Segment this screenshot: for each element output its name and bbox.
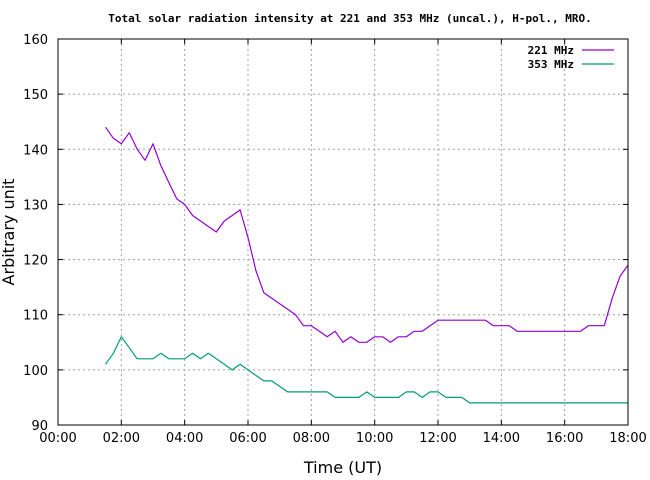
legend-label-221: 221 MHz (528, 44, 574, 57)
y-tick-label: 100 (23, 364, 48, 379)
x-tick-label: 16:00 (546, 431, 583, 446)
x-tick-label: 00:00 (39, 431, 76, 446)
x-tick-label: 02:00 (103, 431, 140, 446)
x-tick-label: 14:00 (483, 431, 520, 446)
series-line-221-mhz (105, 126, 629, 343)
x-tick-label: 12:00 (419, 431, 456, 446)
y-tick-label: 130 (23, 198, 48, 213)
x-tick-label: 18:00 (609, 431, 646, 446)
tick-layer: 00:00 02:00 04:00 06:00 08:00 10:00 12:00 14:00… (23, 33, 647, 446)
series-line-353-mhz (105, 336, 628, 404)
legend-label-353: 353 MHz (528, 58, 574, 71)
y-tick-label: 120 (23, 254, 48, 269)
x-tick-label: 06:00 (229, 431, 266, 446)
y-tick-label: 150 (23, 88, 48, 103)
legend: 221 MHz 353 MHz (528, 44, 614, 71)
x-axis-label: Time (UT) (303, 458, 382, 477)
x-tick-label: 04:00 (166, 431, 203, 446)
chart-title: Total solar radiation intensity at 221 a… (108, 12, 591, 25)
y-tick-label: 110 (23, 309, 48, 324)
x-tick-label: 08:00 (293, 431, 330, 446)
plot-frame (57, 38, 629, 426)
series-layer (105, 126, 629, 404)
grid (58, 39, 628, 425)
y-tick-label: 160 (23, 33, 48, 48)
y-axis-label: Arbitrary unit (0, 179, 18, 286)
y-tick-label: 90 (31, 419, 48, 434)
y-tick-label: 140 (23, 143, 48, 158)
x-tick-label: 10:00 (356, 431, 393, 446)
